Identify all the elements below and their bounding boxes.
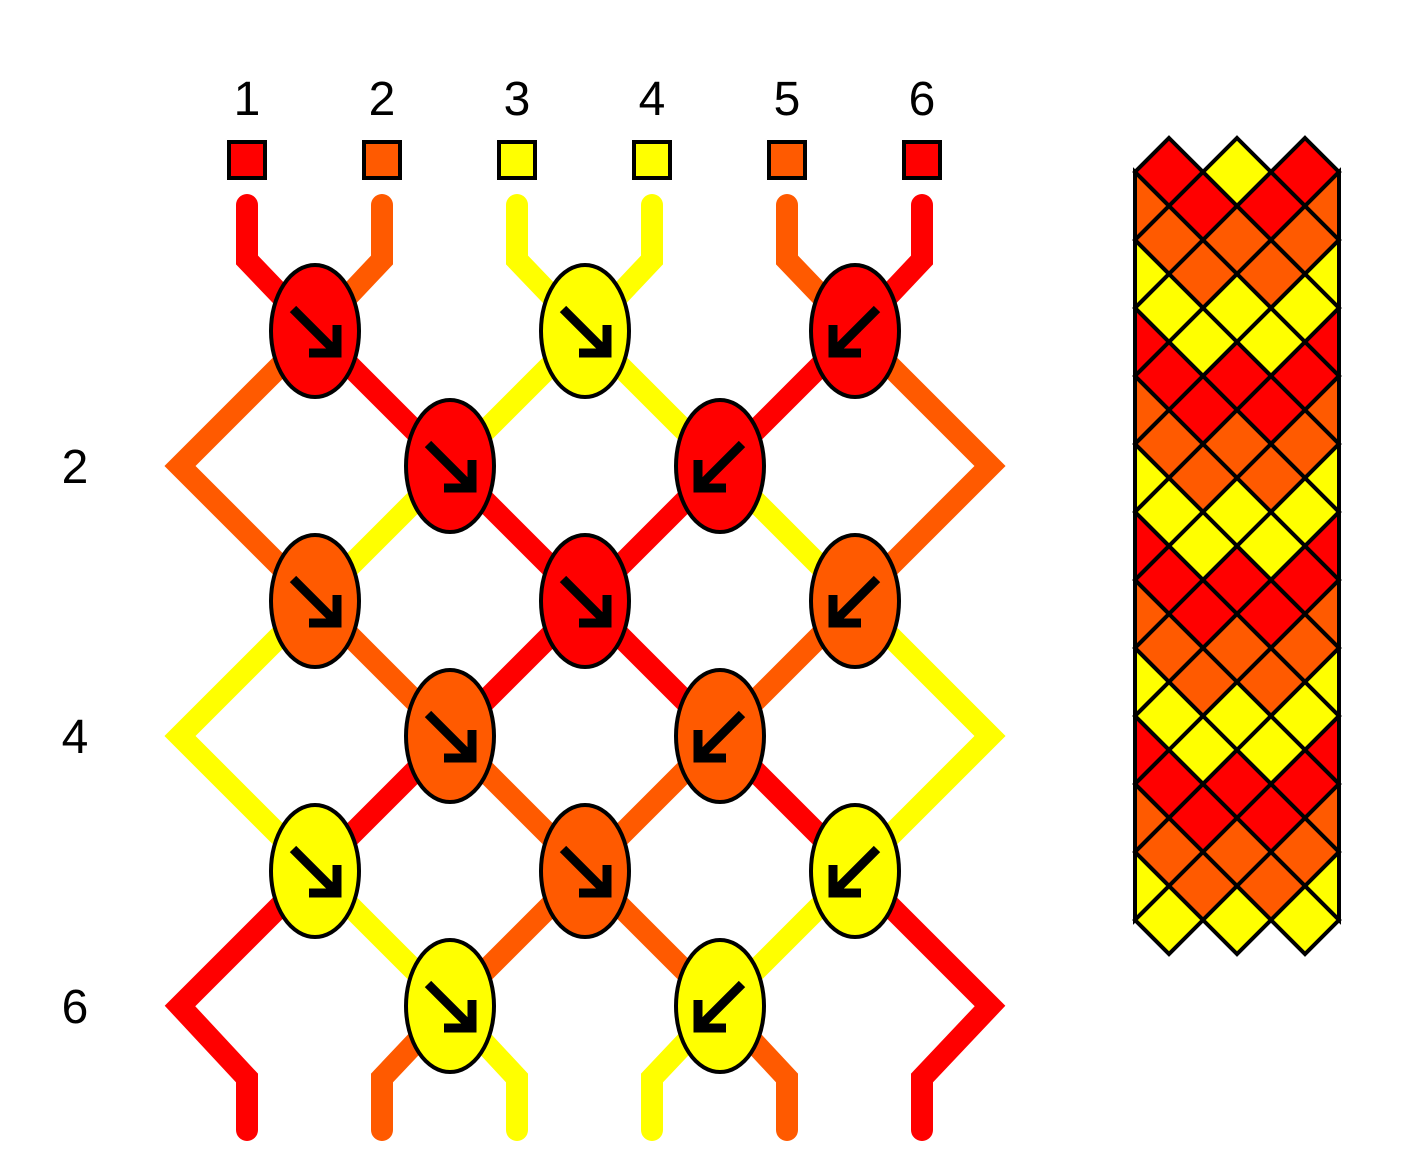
arrow-head-icon: [444, 1000, 477, 1033]
strand-number-2: 2: [369, 73, 396, 126]
row-label: 2: [62, 441, 89, 494]
knot-3-2: [539, 533, 631, 669]
strand-swatch-4: [632, 140, 672, 180]
knot-5-1: [269, 803, 361, 939]
arrow-head-icon: [693, 730, 726, 763]
arrow-down-right-icon: [424, 440, 476, 492]
strand-number-5: 5: [774, 73, 801, 126]
arrow-down-right-icon: [289, 575, 341, 627]
arrow-head-icon: [579, 865, 612, 898]
arrow-down-left-icon: [829, 305, 881, 357]
arrow-down-right-icon: [289, 305, 341, 357]
arrow-head-icon: [828, 865, 861, 898]
preview-diamond: [1132, 883, 1206, 957]
knot-3-3: [809, 533, 901, 669]
knot-6-1: [404, 938, 496, 1074]
strand-swatch-6: [902, 140, 942, 180]
arrow-head-icon: [579, 325, 612, 358]
arrow-down-left-icon: [829, 575, 881, 627]
knot-5-3: [809, 803, 901, 939]
strand-swatch-2: [362, 140, 402, 180]
arrow-down-right-icon: [559, 305, 611, 357]
knot-4-2: [674, 668, 766, 804]
row-labels: 2 4 6: [62, 441, 89, 1034]
strand-number-4: 4: [639, 73, 666, 126]
knot-3-1: [269, 533, 361, 669]
arrow-head-icon: [693, 1000, 726, 1033]
arrow-head-icon: [828, 325, 861, 358]
knot-6-2: [674, 938, 766, 1074]
strand-swatch-3: [497, 140, 537, 180]
knot-2-2: [674, 398, 766, 534]
arrow-head-icon: [309, 595, 342, 628]
arrow-head-icon: [309, 325, 342, 358]
strand-color-swatches: [227, 140, 942, 180]
strand-number-6: 6: [909, 73, 936, 126]
arrow-down-left-icon: [694, 440, 746, 492]
arrow-head-icon: [828, 595, 861, 628]
arrow-head-icon: [693, 460, 726, 493]
row-label: 4: [62, 711, 89, 764]
arrow-down-right-icon: [559, 575, 611, 627]
arrow-down-left-icon: [694, 980, 746, 1032]
knot-grid: [269, 263, 901, 1074]
preview-diamond: [1200, 883, 1274, 957]
arrow-down-left-icon: [694, 710, 746, 762]
knot-4-1: [404, 668, 496, 804]
arrow-down-right-icon: [424, 710, 476, 762]
strand-number-3: 3: [504, 73, 531, 126]
preview-diamond: [1268, 883, 1342, 957]
knot-1-1: [269, 263, 361, 399]
bracelet-preview: [1132, 135, 1342, 957]
knot-2-1: [404, 398, 496, 534]
knot-5-2: [539, 803, 631, 939]
arrow-down-left-icon: [829, 845, 881, 897]
row-label: 6: [62, 981, 89, 1034]
strand-swatch-1: [227, 140, 267, 180]
strand-numbers: 1 2 3 4 5 6: [234, 73, 936, 126]
strand-number-1: 1: [234, 73, 261, 126]
knot-1-2: [539, 263, 631, 399]
arrow-head-icon: [309, 865, 342, 898]
knot-1-3: [809, 263, 901, 399]
arrow-down-right-icon: [559, 845, 611, 897]
strand-swatch-5: [767, 140, 807, 180]
arrow-down-right-icon: [424, 980, 476, 1032]
arrow-head-icon: [444, 460, 477, 493]
arrow-down-right-icon: [289, 845, 341, 897]
arrow-head-icon: [444, 730, 477, 763]
arrow-head-icon: [579, 595, 612, 628]
